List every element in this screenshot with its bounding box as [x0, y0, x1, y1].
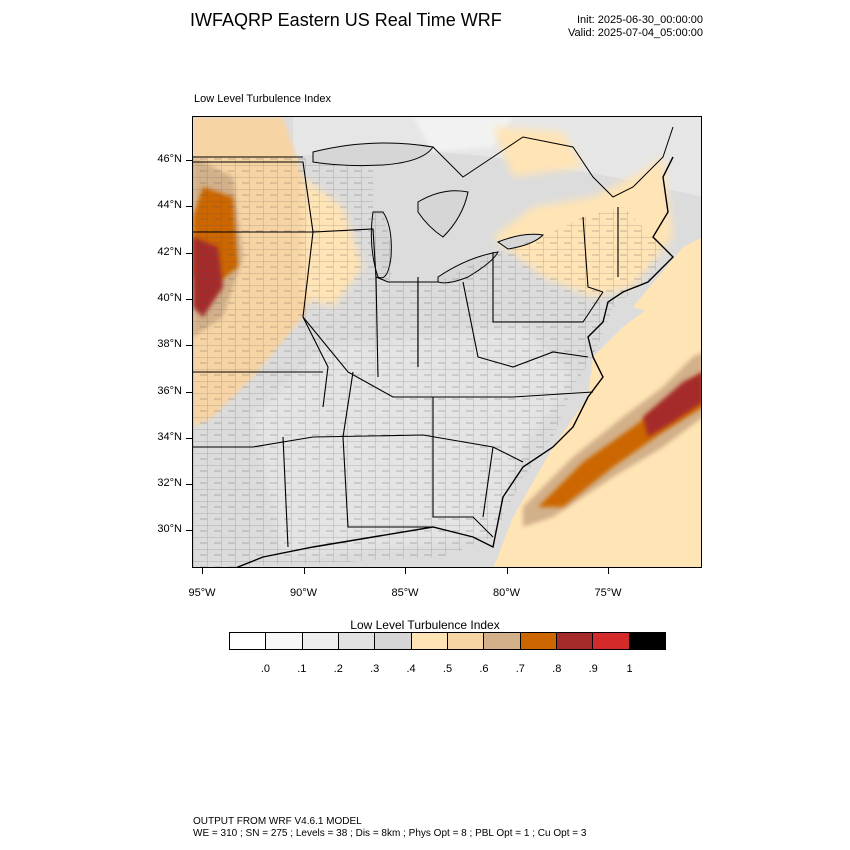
model-footer: OUTPUT FROM WRF V4.6.1 MODEL WE = 310 ; …	[193, 816, 586, 840]
canada-turbulence	[493, 127, 583, 177]
lon-tick	[608, 568, 609, 574]
colorbar-swatch	[302, 633, 339, 649]
lake-huron	[417, 190, 469, 238]
colorbar-label: .3	[370, 663, 380, 675]
lon-label: 90°W	[289, 587, 318, 599]
colorbar-label: .4	[406, 663, 416, 675]
lat-tick	[186, 437, 192, 439]
lat-label: 38°N	[157, 338, 182, 351]
lat-tick	[186, 252, 192, 254]
canada-region	[293, 117, 701, 197]
colorbar-label: .0	[260, 663, 270, 675]
colorbar-label: .6	[479, 663, 489, 675]
lat-label: 34°N	[157, 430, 182, 443]
footer-line-2: WE = 310 ; SN = 275 ; Levels = 38 ; Dis …	[193, 828, 587, 839]
colorbar-swatch	[629, 633, 665, 649]
lon-tick	[405, 568, 406, 574]
colorbar-swatch	[593, 633, 630, 649]
colorbar-label: .2	[333, 663, 343, 675]
colorbar-label: .7	[515, 663, 525, 675]
colorbar-swatch	[520, 633, 557, 649]
lon-label: 85°W	[391, 587, 419, 599]
colorbar	[229, 632, 666, 650]
lat-tick	[186, 391, 192, 393]
canada-border	[193, 126, 674, 198]
colorbar-label: .5	[442, 663, 453, 675]
lat-tick	[186, 484, 192, 486]
lat-label: 36°N	[157, 384, 182, 397]
colorbar-label: .8	[552, 663, 562, 675]
init-time: Init: 2025-06-30_00:00:00	[577, 14, 703, 26]
lat-tick	[186, 298, 192, 300]
lon-label: 75°W	[594, 587, 622, 599]
chart-title: IWFAQRP Eastern US Real Time WRF	[190, 10, 502, 30]
lat-label: 42°N	[157, 245, 182, 258]
canada-light-patch	[413, 117, 513, 152]
lon-tick	[202, 568, 203, 574]
lon-tick	[303, 568, 305, 574]
colorbar-swatch	[411, 633, 448, 649]
colorbar-swatch	[447, 633, 485, 649]
lon-tick	[506, 568, 508, 574]
lat-tick	[186, 530, 192, 532]
lat-label: 46°N	[157, 153, 182, 165]
footer-line-1: OUTPUT FROM WRF V4.6.1 MODEL	[193, 816, 362, 827]
colorbar-swatch	[484, 633, 521, 649]
lat-label: 40°N	[157, 291, 182, 304]
lat-label: 44°N	[157, 199, 182, 212]
colorbar-title: Low Level Turbulence Index	[350, 618, 500, 632]
colorbar-swatch	[266, 633, 303, 649]
colorbar-label: .9	[588, 663, 598, 675]
lat-tick	[186, 345, 192, 347]
lon-label: 80°W	[492, 587, 521, 599]
colorbar-swatch	[556, 633, 594, 649]
colorbar-swatch	[375, 633, 412, 649]
colorbar-label: 1	[626, 663, 633, 675]
map-svg	[193, 117, 701, 567]
lat-label: 30°N	[157, 523, 182, 536]
atlantic-band-max	[643, 373, 701, 437]
lon-label: 95°W	[188, 587, 216, 599]
colorbar-swatch	[338, 633, 376, 649]
ocean-northeast	[633, 238, 701, 317]
coastline	[236, 156, 674, 567]
lat-label: 32°N	[157, 477, 182, 490]
county-borders	[193, 157, 663, 567]
valid-time: Valid: 2025-07-04_05:00:00	[568, 27, 703, 39]
turbulence-map	[192, 116, 702, 568]
colorbar-swatch	[230, 633, 267, 649]
time-info: Init: 2025-06-30_00:00:00 Valid: 2025-07…	[568, 14, 703, 40]
state-borders	[193, 161, 619, 548]
lat-tick	[186, 160, 192, 161]
colorbar-label: .1	[297, 663, 307, 675]
lat-tick	[186, 206, 192, 208]
panel-label: Low Level Turbulence Index	[194, 93, 331, 105]
